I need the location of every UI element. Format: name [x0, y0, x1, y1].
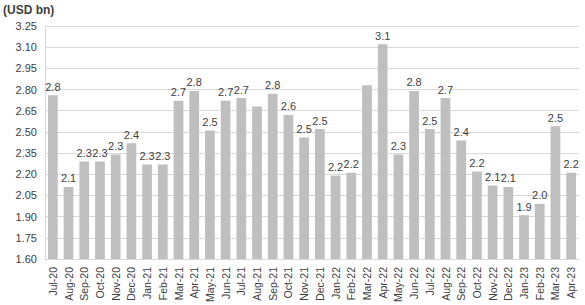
svg-text:2.5: 2.5	[296, 123, 311, 135]
svg-text:Aug-20: Aug-20	[63, 267, 75, 301]
svg-text:Dec-20: Dec-20	[125, 267, 137, 301]
svg-text:1.90: 1.90	[16, 211, 37, 223]
svg-text:2.5: 2.5	[202, 116, 217, 128]
svg-text:2.3: 2.3	[139, 150, 154, 162]
svg-text:2.7: 2.7	[234, 84, 249, 96]
svg-text:2.8: 2.8	[265, 79, 280, 91]
svg-text:2.7: 2.7	[218, 86, 233, 98]
svg-text:2.4: 2.4	[454, 126, 469, 138]
svg-text:2.50: 2.50	[16, 126, 37, 138]
svg-text:1.60: 1.60	[16, 253, 37, 265]
svg-text:2.5: 2.5	[422, 115, 437, 127]
svg-text:2.6: 2.6	[281, 100, 296, 112]
svg-text:Sep-22: Sep-22	[455, 267, 467, 301]
svg-text:Oct-22: Oct-22	[471, 267, 483, 299]
svg-text:2.5: 2.5	[548, 112, 563, 124]
svg-text:2.3: 2.3	[155, 150, 170, 162]
svg-text:2.8: 2.8	[187, 76, 202, 88]
svg-text:Apr-23: Apr-23	[565, 267, 577, 299]
svg-text:Jul-21: Jul-21	[235, 267, 247, 296]
svg-text:May-22: May-22	[392, 267, 404, 302]
svg-text:Nov-21: Nov-21	[298, 267, 310, 301]
svg-text:Jan-21: Jan-21	[141, 267, 153, 299]
svg-text:Jan-23: Jan-23	[518, 267, 530, 299]
svg-text:Jul-20: Jul-20	[47, 267, 59, 296]
svg-text:Jul-22: Jul-22	[424, 267, 436, 296]
svg-text:Dec-21: Dec-21	[314, 267, 326, 301]
svg-text:2.2: 2.2	[344, 158, 359, 170]
svg-text:2.3: 2.3	[391, 140, 406, 152]
svg-text:2.3: 2.3	[108, 140, 123, 152]
svg-text:Aug-22: Aug-22	[440, 267, 452, 301]
svg-text:Feb-21: Feb-21	[157, 267, 169, 300]
svg-text:2.7: 2.7	[171, 86, 186, 98]
svg-text:Mar-22: Mar-22	[361, 267, 373, 300]
svg-text:Jun-21: Jun-21	[220, 267, 232, 299]
svg-text:2.3: 2.3	[92, 147, 107, 159]
svg-text:2.65: 2.65	[16, 105, 37, 117]
svg-text:Sep-21: Sep-21	[267, 267, 279, 301]
svg-text:2.3: 2.3	[77, 147, 92, 159]
svg-text:Jun-22: Jun-22	[408, 267, 420, 299]
svg-text:3.10: 3.10	[16, 41, 37, 53]
svg-text:2.35: 2.35	[16, 147, 37, 159]
svg-text:2.2: 2.2	[563, 158, 578, 170]
svg-text:3.1: 3.1	[375, 30, 390, 42]
svg-text:Nov-22: Nov-22	[487, 267, 499, 301]
svg-text:Sep-20: Sep-20	[78, 267, 90, 301]
svg-text:Oct-20: Oct-20	[94, 267, 106, 299]
svg-text:2.1: 2.1	[61, 172, 76, 184]
svg-text:(USD bn): (USD bn)	[3, 3, 54, 17]
svg-text:Mar-23: Mar-23	[549, 267, 561, 300]
svg-text:2.8: 2.8	[406, 76, 421, 88]
svg-text:Apr-22: Apr-22	[377, 267, 389, 299]
svg-text:Nov-20: Nov-20	[110, 267, 122, 301]
svg-text:1.75: 1.75	[16, 232, 37, 244]
svg-text:1.9: 1.9	[516, 201, 531, 213]
svg-text:2.80: 2.80	[16, 84, 37, 96]
svg-text:2.8: 2.8	[45, 81, 60, 93]
svg-text:Feb-22: Feb-22	[345, 267, 357, 300]
svg-text:2.7: 2.7	[438, 84, 453, 96]
svg-text:May-21: May-21	[204, 267, 216, 302]
svg-text:2.0: 2.0	[532, 189, 547, 201]
svg-text:2.20: 2.20	[16, 168, 37, 180]
svg-text:2.1: 2.1	[501, 172, 516, 184]
svg-text:2.1: 2.1	[485, 171, 500, 183]
svg-text:Dec-22: Dec-22	[502, 267, 514, 301]
svg-text:Oct-21: Oct-21	[282, 267, 294, 299]
svg-text:3.25: 3.25	[16, 20, 37, 32]
svg-text:2.05: 2.05	[16, 189, 37, 201]
svg-text:Apr-21: Apr-21	[188, 267, 200, 299]
svg-text:Jan-22: Jan-22	[330, 267, 342, 299]
svg-text:2.2: 2.2	[328, 161, 343, 173]
svg-text:2.95: 2.95	[16, 62, 37, 74]
svg-text:Aug-21: Aug-21	[251, 267, 263, 301]
svg-text:2.5: 2.5	[312, 115, 327, 127]
svg-text:Feb-23: Feb-23	[534, 267, 546, 300]
svg-text:2.2: 2.2	[469, 157, 484, 169]
svg-text:Mar-21: Mar-21	[173, 267, 185, 300]
svg-text:2.4: 2.4	[124, 129, 139, 141]
